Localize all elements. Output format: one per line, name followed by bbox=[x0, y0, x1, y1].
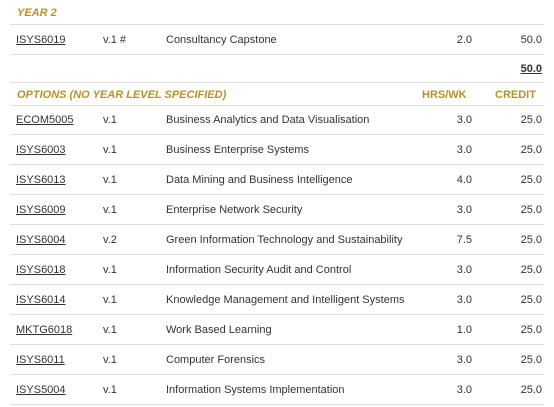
unit-version: v.1 bbox=[103, 354, 117, 366]
unit-code-link[interactable]: ECOM5005 bbox=[16, 114, 74, 126]
unit-hours: 3.0 bbox=[456, 204, 472, 216]
unit-version: v.1 bbox=[103, 294, 117, 306]
table-row: ECOM5005 v.1 Business Analytics and Data V… bbox=[10, 105, 544, 135]
unit-version: v.1 bbox=[103, 204, 117, 216]
options-header-row: OPTIONS (NO YEAR LEVEL SPECIFIED) HRS/WK… bbox=[10, 82, 544, 106]
unit-title: Work Based Learning bbox=[166, 324, 272, 336]
unit-code-link[interactable]: ISYS6019 bbox=[16, 34, 66, 46]
table-row: ISYS6004 v.2 Green Information Technology … bbox=[10, 225, 544, 255]
unit-title: Business Enterprise Systems bbox=[166, 144, 310, 156]
unit-credit: 25.0 bbox=[520, 384, 542, 396]
unit-code-link[interactable]: ISYS6011 bbox=[16, 354, 65, 366]
unit-hours: 1.0 bbox=[456, 324, 472, 336]
table-row: ISYS6003 v.1 Business Enterprise Systems 3.… bbox=[10, 135, 544, 165]
unit-title: Information Systems Implementation bbox=[166, 384, 345, 396]
unit-hours: 7.5 bbox=[456, 234, 472, 246]
unit-credit: 25.0 bbox=[520, 204, 542, 216]
unit-credit: 25.0 bbox=[520, 234, 542, 246]
unit-hours: 3.0 bbox=[456, 354, 472, 366]
unit-credit: 25.0 bbox=[520, 174, 542, 186]
unit-credit: 50.0 bbox=[520, 34, 542, 46]
unit-hours: 3.0 bbox=[456, 264, 472, 276]
unit-version: v.1 bbox=[103, 114, 117, 126]
unit-version: v.1 # bbox=[103, 34, 127, 46]
table-row: MKTG6018 v.1 Work Based Learning 1.0 25.0 bbox=[10, 315, 544, 345]
unit-code-link[interactable]: ISYS6013 bbox=[16, 174, 66, 186]
unit-hours: 3.0 bbox=[456, 114, 472, 126]
unit-title: Green Information Technology and Sustain… bbox=[166, 234, 403, 246]
unit-version: v.1 bbox=[103, 324, 117, 336]
unit-version: v.1 bbox=[103, 174, 117, 186]
unit-hours: 2.0 bbox=[456, 34, 472, 46]
unit-hours: 3.0 bbox=[456, 294, 472, 306]
options-section-title: OPTIONS (NO YEAR LEVEL SPECIFIED) bbox=[17, 89, 227, 101]
unit-code-link[interactable]: ISYS6003 bbox=[16, 144, 66, 156]
table-row: ISYS6009 v.1 Enterprise Network Security 3.… bbox=[10, 195, 544, 225]
unit-title: Business Analytics and Data Visualisatio… bbox=[166, 114, 370, 126]
unit-code-link[interactable]: ISYS6014 bbox=[16, 294, 66, 306]
unit-code-link[interactable]: ISYS6004 bbox=[16, 234, 66, 246]
table-row: ISYS6018 v.1 Information Security Audit an… bbox=[10, 255, 544, 285]
unit-hours: 4.0 bbox=[456, 174, 472, 186]
table-row: ISYS6014 v.1 Knowledge Management and Inte… bbox=[10, 285, 544, 315]
year2-total-credit: 50.0 bbox=[520, 63, 542, 75]
unit-code-link[interactable]: ISYS5004 bbox=[16, 384, 66, 396]
unit-credit: 25.0 bbox=[520, 144, 542, 156]
unit-title: Information Security Audit and Control bbox=[166, 264, 352, 276]
table-row: ISYS6019 v.1 # Consultancy Capstone 2.0 … bbox=[10, 25, 544, 55]
unit-hours: 3.0 bbox=[456, 144, 472, 156]
unit-credit: 25.0 bbox=[520, 264, 542, 276]
year2-header-row: YEAR 2 bbox=[10, 0, 544, 25]
unit-hours: 3.0 bbox=[456, 384, 472, 396]
unit-version: v.2 bbox=[103, 234, 117, 246]
unit-title: Computer Forensics bbox=[166, 354, 266, 366]
year2-section-title: YEAR 2 bbox=[17, 7, 57, 19]
unit-version: v.1 bbox=[103, 384, 117, 396]
credit-column-header: CREDIT bbox=[495, 89, 536, 101]
unit-credit: 25.0 bbox=[520, 294, 542, 306]
unit-credit: 25.0 bbox=[520, 114, 542, 126]
unit-version: v.1 bbox=[103, 144, 117, 156]
table-row: ISYS6013 v.1 Data Mining and Business Inte… bbox=[10, 165, 544, 195]
unit-credit: 25.0 bbox=[520, 324, 542, 336]
hrs-column-header: HRS/WK bbox=[422, 89, 467, 101]
year2-total-row: 50.0 bbox=[10, 55, 544, 81]
unit-title: Knowledge Management and Intelligent Sys… bbox=[166, 294, 405, 306]
unit-credit: 25.0 bbox=[520, 354, 542, 366]
unit-title: Data Mining and Business Intelligence bbox=[166, 174, 353, 186]
unit-title: Enterprise Network Security bbox=[166, 204, 303, 216]
unit-version: v.1 bbox=[103, 264, 117, 276]
table-row: ISYS6011 v.1 Computer Forensics 3.0 25.0 bbox=[10, 345, 544, 375]
unit-code-link[interactable]: ISYS6009 bbox=[16, 204, 66, 216]
unit-code-link[interactable]: MKTG6018 bbox=[16, 324, 73, 336]
unit-title: Consultancy Capstone bbox=[166, 34, 277, 46]
table-row: ISYS5004 v.1 Information Systems Implement… bbox=[10, 375, 544, 405]
unit-code-link[interactable]: ISYS6018 bbox=[16, 264, 66, 276]
